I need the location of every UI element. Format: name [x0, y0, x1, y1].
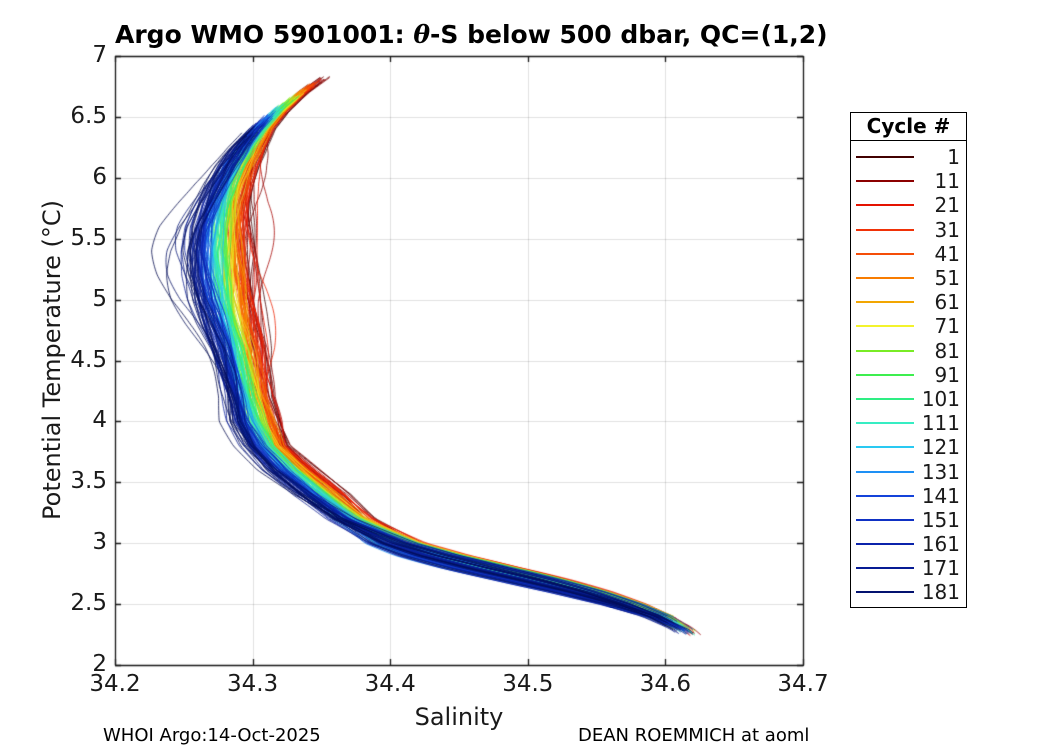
plot-title: Argo WMO 5901001: θ-S below 500 dbar, QC…	[115, 20, 828, 49]
legend-entry-line	[856, 373, 914, 376]
legend-entry: 11	[851, 169, 966, 193]
legend-entry-label: 11	[934, 169, 960, 194]
legend-entry: 181	[851, 580, 966, 604]
y-tick-label: 6.5	[70, 102, 107, 129]
y-tick-label: 2	[92, 651, 107, 677]
legend-entry-line	[856, 180, 914, 183]
legend-entry: 171	[851, 556, 966, 580]
legend-entry-label: 171	[921, 556, 960, 581]
legend-entry: 71	[851, 314, 966, 338]
legend-entry-label: 1	[947, 145, 960, 170]
legend-title: Cycle #	[851, 113, 966, 141]
legend-entry: 131	[851, 459, 966, 483]
legend-entry-line	[856, 422, 914, 425]
legend-entry-label: 71	[934, 314, 960, 339]
legend-entry-label: 61	[934, 290, 960, 315]
x-tick-label: 34.4	[364, 671, 416, 697]
annotation-author: DEAN ROEMMICH at aoml	[578, 725, 810, 746]
legend-entry-label: 21	[934, 193, 960, 218]
legend-entry-line	[856, 446, 914, 449]
legend-entry-line	[856, 228, 914, 231]
legend-entry: 161	[851, 532, 966, 556]
legend-entry-line	[856, 591, 914, 594]
legend-entry-line	[856, 156, 914, 159]
legend-entry: 61	[851, 290, 966, 314]
x-tick-label: 34.6	[639, 671, 691, 697]
legend-entry: 151	[851, 508, 966, 532]
legend-entry-line	[856, 325, 914, 328]
legend-entry-line	[856, 252, 914, 255]
y-tick-label: 5.5	[70, 224, 107, 251]
y-tick-label: 2.5	[70, 590, 107, 617]
legend-entry-line	[856, 204, 914, 207]
legend-entry-label: 101	[921, 386, 960, 411]
y-tick-label: 4	[92, 407, 107, 434]
y-tick-label: 3	[92, 529, 107, 556]
x-axis-label: Salinity	[414, 703, 504, 731]
legend-entry-label: 161	[921, 532, 960, 557]
legend-entry: 1	[851, 145, 966, 169]
legend-entry-line	[856, 567, 914, 570]
y-tick-label: 5	[92, 285, 107, 312]
legend-entry: 121	[851, 435, 966, 459]
plot-title-prefix: Argo WMO 5901001:	[115, 20, 414, 49]
legend-entry-line	[856, 518, 914, 521]
legend-entry-label: 141	[921, 483, 960, 508]
x-tick-label: 34.3	[226, 671, 279, 697]
legend: Cycle # 1 11 21 31 41 51 61 71 81 91 101 111 121 131 1…	[850, 112, 967, 608]
legend-entry-label: 41	[934, 241, 960, 266]
legend-entry-label: 131	[921, 459, 960, 484]
legend-entry-label: 31	[934, 217, 960, 242]
legend-entry-label: 111	[921, 411, 960, 436]
x-tick-label: 34.2	[89, 671, 141, 697]
legend-entry: 141	[851, 484, 966, 508]
plot-title-theta: θ	[413, 20, 431, 49]
y-tick-label: 6	[92, 163, 107, 190]
legend-entry: 111	[851, 411, 966, 435]
legend-entry-line	[856, 494, 914, 497]
legend-entry-label: 181	[921, 580, 960, 605]
legend-entry-label: 91	[934, 362, 960, 387]
legend-entry-line	[856, 397, 914, 400]
x-tick-label: 34.7	[777, 671, 829, 697]
y-tick-label: 4.5	[70, 346, 107, 373]
legend-entry: 21	[851, 193, 966, 217]
legend-entry: 81	[851, 339, 966, 363]
legend-entry: 101	[851, 387, 966, 411]
legend-entry-label: 51	[934, 266, 960, 291]
legend-entry: 51	[851, 266, 966, 290]
y-tick-label: 3.5	[70, 468, 107, 495]
legend-entry: 91	[851, 363, 966, 387]
legend-entry-line	[856, 349, 914, 352]
legend-entry-label: 81	[934, 338, 960, 363]
legend-entry-line	[856, 470, 914, 473]
legend-entry-line	[856, 277, 914, 280]
legend-entry-label: 121	[921, 435, 960, 460]
legend-entry-line	[856, 301, 914, 304]
legend-entry: 41	[851, 242, 966, 266]
legend-entry-line	[856, 543, 914, 546]
legend-entry-label: 151	[921, 507, 960, 532]
legend-entries: 1 11 21 31 41 51 61 71 81 91 101 111 121 131 141 151 161…	[851, 141, 966, 605]
x-tick-label: 34.5	[502, 671, 554, 697]
annotation-whoi-date: WHOI Argo:14-Oct-2025	[103, 725, 321, 746]
y-tick-label: 7	[92, 42, 107, 68]
legend-entry: 31	[851, 218, 966, 242]
plot-title-suffix: -S below 500 dbar, QC=(1,2)	[430, 20, 828, 49]
